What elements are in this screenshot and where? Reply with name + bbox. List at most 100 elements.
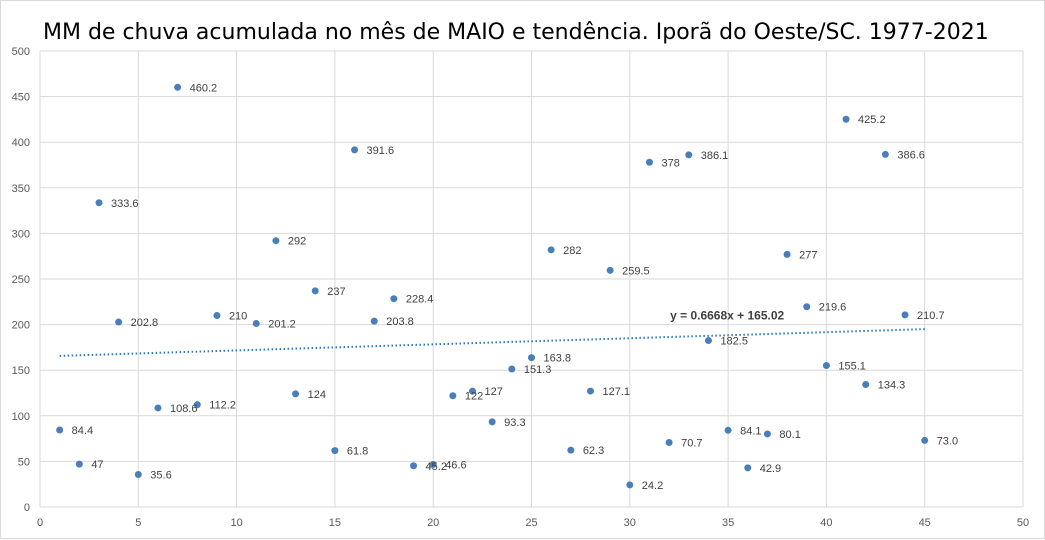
data-label: 333.6 bbox=[111, 198, 139, 210]
y-tick-label: 100 bbox=[12, 411, 30, 423]
data-point bbox=[95, 199, 103, 207]
data-label: 122 bbox=[465, 391, 483, 403]
x-tick-label: 25 bbox=[525, 517, 537, 529]
data-label: 46.6 bbox=[445, 460, 466, 472]
x-tick-label: 35 bbox=[722, 517, 734, 529]
data-point bbox=[744, 464, 752, 472]
data-label: 93.3 bbox=[504, 417, 525, 429]
data-point bbox=[134, 471, 142, 479]
data-label: 127 bbox=[485, 386, 503, 398]
trendline bbox=[59, 328, 925, 357]
trendline-group: y = 0.6668x + 165.02 bbox=[59, 308, 925, 357]
data-label: 202.8 bbox=[131, 317, 159, 329]
data-label: 112.2 bbox=[209, 400, 236, 412]
data-point bbox=[665, 439, 673, 447]
data-label: 386.6 bbox=[897, 149, 925, 161]
data-point bbox=[469, 387, 477, 395]
data-labels: 84.4 47 333.6 202.8 35.6 108.6 460.2 112.2 210 20… bbox=[72, 82, 958, 492]
data-point bbox=[193, 401, 201, 409]
data-label: 210 bbox=[229, 310, 247, 322]
data-point bbox=[803, 303, 811, 311]
data-point bbox=[783, 250, 791, 258]
data-point bbox=[292, 390, 300, 398]
data-point bbox=[842, 115, 850, 123]
data-point bbox=[488, 418, 496, 426]
x-tick-label: 30 bbox=[624, 517, 636, 529]
data-label: 73.0 bbox=[937, 435, 958, 447]
x-tick-label: 20 bbox=[427, 517, 439, 529]
data-point bbox=[410, 462, 418, 470]
data-point bbox=[311, 287, 319, 295]
y-tick-label: 350 bbox=[12, 183, 30, 195]
y-tick-label: 450 bbox=[12, 92, 30, 104]
data-label: 182.5 bbox=[720, 336, 748, 348]
y-tick-label: 300 bbox=[12, 228, 30, 240]
data-point bbox=[528, 354, 535, 362]
data-label: 386.1 bbox=[701, 150, 729, 162]
y-tick-label: 50 bbox=[18, 456, 30, 468]
data-label: 237 bbox=[327, 286, 345, 298]
data-point bbox=[429, 461, 437, 469]
data-point bbox=[370, 317, 378, 325]
data-label: 42.9 bbox=[760, 463, 781, 475]
trendline-equation: y = 0.6668x + 165.02 bbox=[670, 308, 784, 322]
data-label: 210.7 bbox=[917, 310, 945, 322]
data-point bbox=[822, 362, 830, 370]
x-tick-label: 15 bbox=[329, 517, 341, 529]
data-label: 108.6 bbox=[170, 403, 198, 415]
data-label: 61.8 bbox=[347, 446, 368, 458]
y-tick-label: 150 bbox=[12, 365, 30, 377]
data-point bbox=[547, 246, 555, 254]
data-label: 391.6 bbox=[367, 145, 395, 157]
data-label: 127.1 bbox=[602, 386, 630, 398]
data-point bbox=[862, 381, 870, 389]
y-tick-label: 250 bbox=[12, 274, 30, 286]
data-point bbox=[252, 320, 260, 328]
data-point bbox=[351, 146, 359, 154]
x-tick-label: 5 bbox=[135, 517, 141, 529]
x-tick-label: 0 bbox=[37, 517, 43, 529]
x-tick-label: 10 bbox=[230, 517, 242, 529]
data-point bbox=[390, 295, 398, 303]
data-label: 277 bbox=[799, 249, 817, 261]
gridlines bbox=[39, 50, 1024, 508]
data-label: 124 bbox=[308, 389, 326, 401]
data-label: 201.2 bbox=[268, 319, 296, 331]
data-label: 460.2 bbox=[190, 82, 218, 94]
data-point bbox=[685, 151, 693, 159]
data-label: 378 bbox=[661, 157, 679, 169]
data-point bbox=[921, 436, 929, 444]
data-label: 163.8 bbox=[544, 353, 572, 365]
data-point bbox=[704, 337, 712, 345]
data-label: 219.6 bbox=[819, 302, 847, 314]
data-point bbox=[606, 266, 614, 274]
data-label: 45.2 bbox=[426, 461, 447, 473]
data-point bbox=[174, 83, 182, 91]
data-label: 228.4 bbox=[406, 294, 434, 306]
data-label: 84.1 bbox=[740, 425, 761, 437]
x-tick-label: 45 bbox=[919, 517, 931, 529]
data-point bbox=[213, 311, 221, 319]
data-point bbox=[449, 392, 457, 400]
chart-title: MM de chuva acumulada no mês de MAIO e t… bbox=[43, 20, 989, 45]
data-point bbox=[645, 158, 653, 166]
data-label: 259.5 bbox=[622, 265, 650, 277]
data-label: 134.3 bbox=[878, 380, 906, 392]
data-point bbox=[75, 460, 83, 468]
data-point bbox=[508, 365, 516, 373]
data-point bbox=[586, 387, 594, 395]
data-point bbox=[272, 237, 280, 245]
x-tick-label: 40 bbox=[820, 517, 832, 529]
data-point bbox=[331, 447, 339, 455]
axis-labels: 0 50 100 150 200 250 300 350 400 450 500 0 5 10 15 20 25… bbox=[12, 46, 1029, 529]
data-label: 35.6 bbox=[150, 470, 171, 482]
data-label: 282 bbox=[563, 245, 581, 257]
data-point bbox=[901, 311, 909, 319]
data-point bbox=[115, 318, 123, 326]
data-label: 70.7 bbox=[681, 438, 702, 450]
data-label: 80.1 bbox=[779, 429, 800, 441]
data-label: 155.1 bbox=[838, 361, 866, 373]
data-label: 47 bbox=[91, 459, 103, 471]
data-label: 84.4 bbox=[72, 425, 93, 437]
